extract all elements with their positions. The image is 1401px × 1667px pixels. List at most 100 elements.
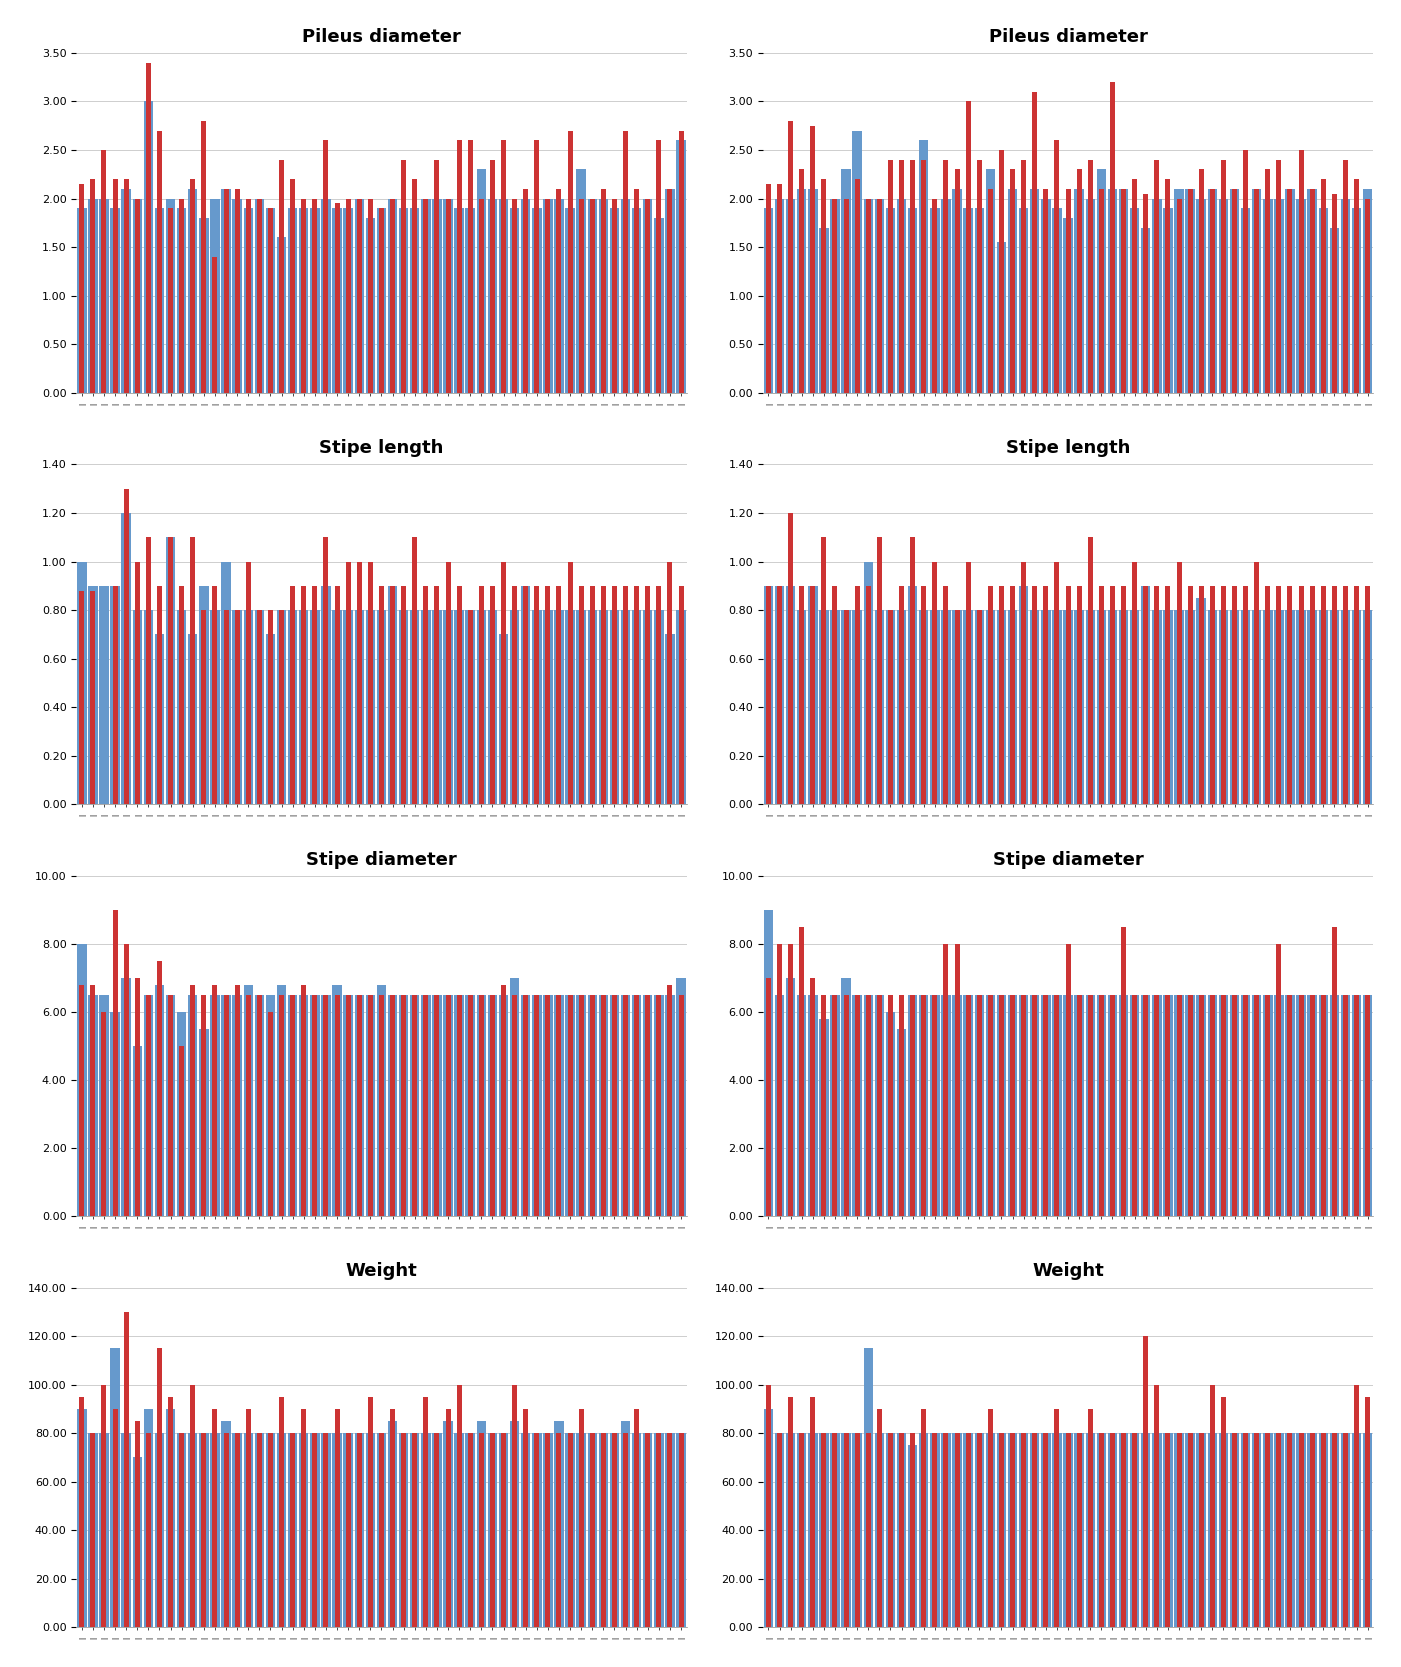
Bar (1210, 188, 1215, 393)
Bar (544, 198, 552, 393)
Bar (1299, 995, 1303, 1215)
Bar (954, 170, 960, 393)
Bar (224, 188, 228, 393)
Bar (1199, 585, 1203, 803)
Bar (354, 1434, 364, 1627)
Bar (1344, 1434, 1348, 1627)
Bar (213, 585, 217, 803)
Bar (996, 1434, 1006, 1627)
Bar (986, 995, 995, 1215)
Bar (911, 1434, 915, 1627)
Bar (389, 1409, 395, 1627)
Bar (1254, 995, 1259, 1215)
Bar (112, 1409, 118, 1627)
Bar (134, 198, 140, 393)
Bar (213, 1409, 217, 1627)
Bar (191, 985, 195, 1215)
Bar (922, 160, 926, 393)
Bar (1241, 610, 1250, 803)
Bar (468, 1434, 472, 1627)
Bar (279, 995, 284, 1215)
Bar (476, 995, 486, 1215)
Bar (335, 203, 339, 393)
Bar (499, 995, 509, 1215)
Bar (165, 995, 175, 1215)
Bar (165, 198, 175, 393)
Bar (1321, 178, 1325, 393)
Bar (256, 1434, 262, 1627)
Bar (1152, 1434, 1161, 1627)
Bar (1344, 585, 1348, 803)
Bar (1174, 995, 1184, 1215)
Bar (1087, 995, 1093, 1215)
Bar (1140, 995, 1150, 1215)
Bar (1288, 995, 1293, 1215)
Bar (465, 208, 475, 393)
Bar (244, 610, 254, 803)
Bar (778, 944, 782, 1215)
Bar (965, 995, 971, 1215)
Bar (88, 995, 98, 1215)
Bar (1132, 1434, 1138, 1627)
Bar (324, 1434, 328, 1627)
Bar (1208, 188, 1217, 393)
Bar (665, 995, 675, 1215)
Bar (831, 198, 839, 393)
Bar (976, 610, 982, 803)
Bar (1185, 1434, 1195, 1627)
Bar (1132, 562, 1138, 803)
Bar (154, 985, 164, 1215)
Bar (643, 995, 653, 1215)
Bar (643, 1434, 653, 1627)
Bar (199, 1434, 209, 1627)
Bar (157, 1349, 163, 1627)
Title: Weight: Weight (1033, 1262, 1104, 1280)
Bar (1052, 1434, 1062, 1627)
Bar (523, 188, 528, 393)
Bar (1307, 610, 1317, 803)
Bar (609, 208, 619, 393)
Bar (775, 585, 785, 803)
Bar (1230, 610, 1240, 803)
Bar (422, 610, 430, 803)
Bar (146, 995, 151, 1215)
Bar (532, 1434, 542, 1627)
Bar (99, 995, 109, 1215)
Bar (632, 610, 642, 803)
Bar (123, 1312, 129, 1627)
Bar (1230, 995, 1240, 1215)
Bar (635, 1409, 639, 1627)
Bar (623, 130, 628, 393)
Bar (1208, 610, 1217, 803)
Bar (154, 1434, 164, 1627)
Bar (1231, 995, 1237, 1215)
Bar (1030, 188, 1040, 393)
Bar (843, 995, 849, 1215)
Bar (399, 208, 408, 393)
Bar (1119, 188, 1128, 393)
Bar (368, 995, 373, 1215)
Bar (1230, 188, 1240, 393)
Bar (221, 1420, 231, 1627)
Bar (532, 995, 542, 1215)
Bar (677, 1434, 685, 1627)
Bar (897, 1029, 906, 1215)
Bar (897, 1434, 906, 1627)
Bar (1219, 610, 1229, 803)
Bar (1063, 610, 1073, 803)
Bar (488, 198, 497, 393)
Bar (476, 610, 486, 803)
Bar (510, 208, 520, 393)
Bar (499, 635, 509, 803)
Bar (488, 610, 497, 803)
Bar (1330, 610, 1339, 803)
Bar (1007, 610, 1017, 803)
Bar (1019, 1434, 1028, 1627)
Bar (1196, 1434, 1206, 1627)
Bar (786, 1434, 796, 1627)
Bar (1007, 188, 1017, 393)
Bar (266, 995, 275, 1215)
Bar (964, 208, 972, 393)
Bar (877, 198, 881, 393)
Bar (888, 995, 892, 1215)
